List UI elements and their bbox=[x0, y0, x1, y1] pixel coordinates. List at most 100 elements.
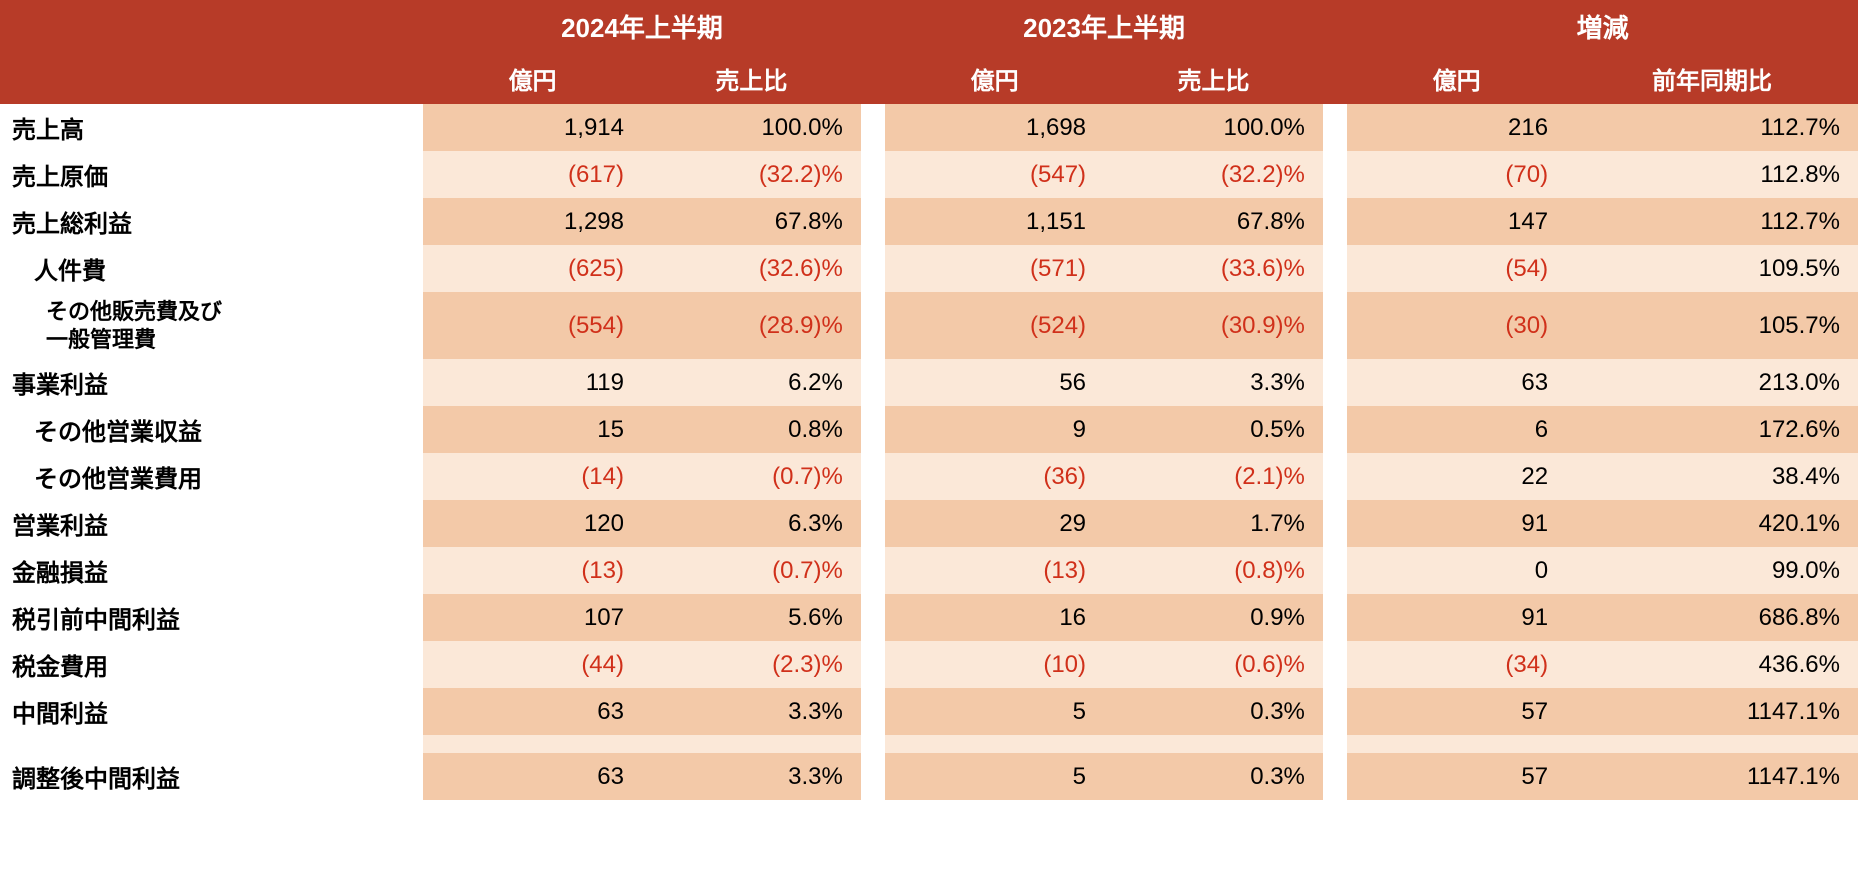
table-row: 調整後中間利益633.3%50.3%571147.1% bbox=[0, 753, 1858, 800]
cell-diff-ratio: 420.1% bbox=[1566, 500, 1858, 547]
gap-cell bbox=[861, 500, 885, 547]
cell-diff-amount: 91 bbox=[1347, 594, 1566, 641]
cell-2024-amount: (554) bbox=[423, 292, 642, 359]
cell-diff-ratio: 112.8% bbox=[1566, 151, 1858, 198]
gap-cell bbox=[1323, 500, 1347, 547]
cell-2023-amount: (547) bbox=[885, 151, 1104, 198]
gap-cell bbox=[861, 198, 885, 245]
cell-2024-amount: (617) bbox=[423, 151, 642, 198]
row-label: 税引前中間利益 bbox=[0, 594, 423, 641]
header-blank bbox=[0, 0, 423, 53]
row-label: 金融損益 bbox=[0, 547, 423, 594]
header-gap bbox=[1323, 0, 1347, 53]
cell-2023-ratio: 0.3% bbox=[1104, 753, 1323, 800]
cell-2024-ratio: (2.3)% bbox=[642, 641, 861, 688]
cell-2024-amount: 63 bbox=[423, 688, 642, 735]
table-row: 人件費(625)(32.6)%(571)(33.6)%(54)109.5% bbox=[0, 245, 1858, 292]
gap-cell bbox=[1323, 104, 1347, 151]
cell-diff-amount: 57 bbox=[1347, 753, 1566, 800]
cell-diff-amount: (30) bbox=[1347, 292, 1566, 359]
cell-diff-amount: 6 bbox=[1347, 406, 1566, 453]
cell-2024-amount: (13) bbox=[423, 547, 642, 594]
gap-cell bbox=[1323, 359, 1347, 406]
table-row: その他販売費及び一般管理費(554)(28.9)%(524)(30.9)%(30… bbox=[0, 292, 1858, 359]
cell-2024-amount: 119 bbox=[423, 359, 642, 406]
cell-diff-ratio: 112.7% bbox=[1566, 198, 1858, 245]
cell-diff-ratio: 109.5% bbox=[1566, 245, 1858, 292]
table-row: 売上高1,914100.0%1,698100.0%216112.7% bbox=[0, 104, 1858, 151]
row-label: その他販売費及び一般管理費 bbox=[0, 292, 423, 359]
cell-diff-amount: 147 bbox=[1347, 198, 1566, 245]
cell-2024-amount: 15 bbox=[423, 406, 642, 453]
gap-cell bbox=[861, 406, 885, 453]
cell-2024-ratio: (0.7)% bbox=[642, 547, 861, 594]
gap-cell bbox=[1323, 406, 1347, 453]
cell-diff-amount: 63 bbox=[1347, 359, 1566, 406]
cell-diff-amount: (70) bbox=[1347, 151, 1566, 198]
cell-2023-amount: 5 bbox=[885, 753, 1104, 800]
subheader-2023-ratio: 売上比 bbox=[1104, 53, 1323, 104]
cell-2023-ratio: (2.1)% bbox=[1104, 453, 1323, 500]
cell-2023-ratio: 3.3% bbox=[1104, 359, 1323, 406]
cell-2023-amount: 1,698 bbox=[885, 104, 1104, 151]
cell-diff-amount: (54) bbox=[1347, 245, 1566, 292]
spacer-cell bbox=[1104, 735, 1323, 753]
row-label: 調整後中間利益 bbox=[0, 753, 423, 800]
cell-2024-ratio: (0.7)% bbox=[642, 453, 861, 500]
cell-diff-ratio: 99.0% bbox=[1566, 547, 1858, 594]
row-label: 中間利益 bbox=[0, 688, 423, 735]
gap-cell bbox=[1323, 198, 1347, 245]
cell-2023-ratio: (33.6)% bbox=[1104, 245, 1323, 292]
cell-diff-ratio: 172.6% bbox=[1566, 406, 1858, 453]
cell-2024-ratio: 67.8% bbox=[642, 198, 861, 245]
cell-diff-ratio: 686.8% bbox=[1566, 594, 1858, 641]
cell-2023-ratio: 0.3% bbox=[1104, 688, 1323, 735]
cell-2024-ratio: 5.6% bbox=[642, 594, 861, 641]
cell-diff-ratio: 436.6% bbox=[1566, 641, 1858, 688]
cell-diff-amount: 0 bbox=[1347, 547, 1566, 594]
cell-2023-amount: (10) bbox=[885, 641, 1104, 688]
cell-2024-amount: 120 bbox=[423, 500, 642, 547]
cell-2023-amount: (524) bbox=[885, 292, 1104, 359]
gap-cell bbox=[861, 359, 885, 406]
gap-cell bbox=[861, 104, 885, 151]
table-row: 金融損益(13)(0.7)%(13)(0.8)%099.0% bbox=[0, 547, 1858, 594]
table-row: 税金費用(44)(2.3)%(10)(0.6)%(34)436.6% bbox=[0, 641, 1858, 688]
header-blank bbox=[0, 53, 423, 104]
cell-2024-ratio: (32.6)% bbox=[642, 245, 861, 292]
cell-2024-ratio: 6.2% bbox=[642, 359, 861, 406]
cell-2024-ratio: (28.9)% bbox=[642, 292, 861, 359]
header-gap bbox=[861, 53, 885, 104]
cell-diff-amount: 91 bbox=[1347, 500, 1566, 547]
gap-cell bbox=[1323, 453, 1347, 500]
header-group-diff: 増減 bbox=[1347, 0, 1858, 53]
table-row: 中間利益633.3%50.3%571147.1% bbox=[0, 688, 1858, 735]
cell-2024-amount: 107 bbox=[423, 594, 642, 641]
cell-2023-ratio: 0.5% bbox=[1104, 406, 1323, 453]
cell-diff-ratio: 112.7% bbox=[1566, 104, 1858, 151]
cell-diff-amount: 57 bbox=[1347, 688, 1566, 735]
cell-2024-amount: (44) bbox=[423, 641, 642, 688]
spacer-cell bbox=[885, 735, 1104, 753]
cell-2024-amount: 63 bbox=[423, 753, 642, 800]
cell-2023-amount: 9 bbox=[885, 406, 1104, 453]
table-row: 売上総利益1,29867.8%1,15167.8%147112.7% bbox=[0, 198, 1858, 245]
row-label: 事業利益 bbox=[0, 359, 423, 406]
gap-cell bbox=[861, 151, 885, 198]
row-label: 売上原価 bbox=[0, 151, 423, 198]
cell-diff-amount: 216 bbox=[1347, 104, 1566, 151]
table-row: その他営業収益150.8% 90.5% 6172.6% bbox=[0, 406, 1858, 453]
cell-2024-amount: (625) bbox=[423, 245, 642, 292]
cell-2023-ratio: 0.9% bbox=[1104, 594, 1323, 641]
cell-2024-ratio: 0.8% bbox=[642, 406, 861, 453]
gap-cell bbox=[1323, 688, 1347, 735]
row-label: その他営業収益 bbox=[0, 406, 423, 453]
subheader-2024-amount: 億円 bbox=[423, 53, 642, 104]
row-label: 売上高 bbox=[0, 104, 423, 151]
row-label: 売上総利益 bbox=[0, 198, 423, 245]
subheader-2023-amount: 億円 bbox=[885, 53, 1104, 104]
gap-cell bbox=[861, 753, 885, 800]
spacer-cell bbox=[0, 735, 423, 753]
table-body: 売上高1,914100.0%1,698100.0%216112.7%売上原価(6… bbox=[0, 104, 1858, 800]
gap-cell bbox=[861, 292, 885, 359]
